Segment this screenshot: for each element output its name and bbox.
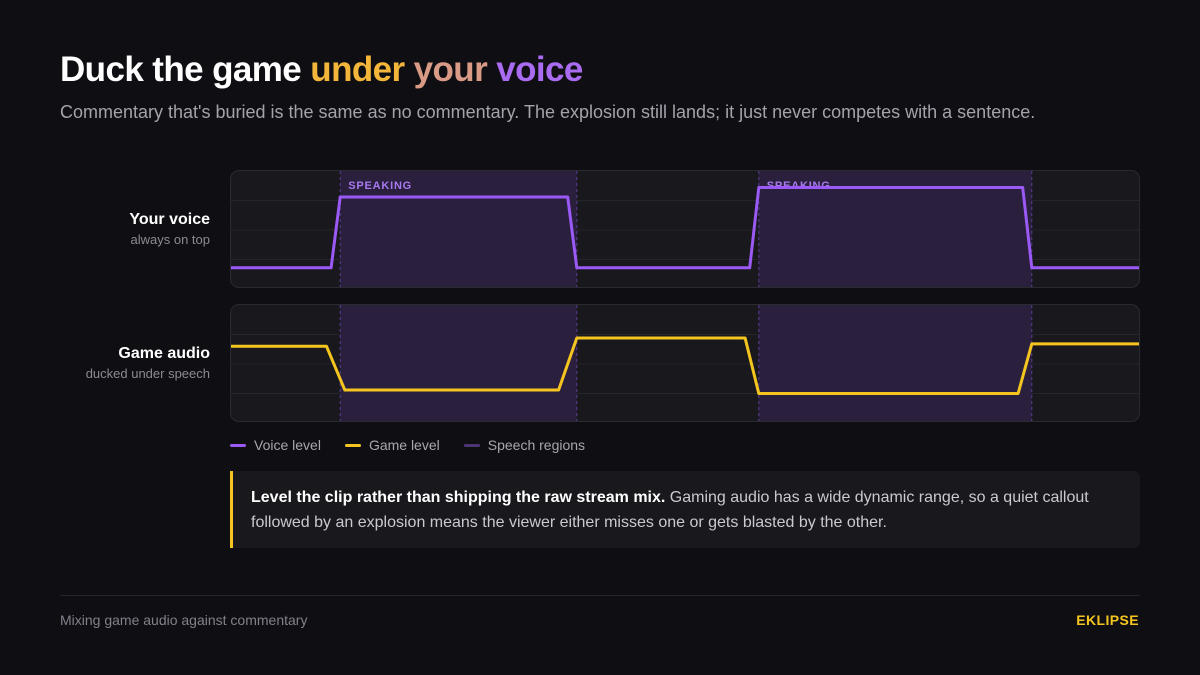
voice-speech-region	[758, 171, 1032, 287]
footer-divider	[60, 595, 1140, 596]
legend-item-regions: Speech regions	[463, 437, 586, 453]
title-word-under: under	[310, 50, 405, 89]
brand-logo: EKLIPSE	[1076, 612, 1139, 628]
legend-regions-label: Speech regions	[487, 437, 586, 453]
title-word-your: your	[413, 50, 488, 89]
voice-row-label: Your voice always on top	[129, 211, 210, 247]
voice-level-line	[231, 186, 1139, 270]
page-title: Duck the game under your voice	[60, 50, 583, 90]
voice-row-name: Your voice	[129, 211, 210, 228]
page-subtitle: Commentary that's buried is the same as …	[60, 102, 1036, 122]
legend-voice-label: Voice level	[254, 437, 321, 453]
callout-box: Level the clip rather than shipping the …	[230, 471, 1140, 548]
game-level-line	[231, 336, 1139, 395]
game-speech-region	[758, 305, 1032, 421]
legend-game-label: Game level	[368, 437, 440, 453]
legend: Voice level Game level Speech regions	[230, 437, 609, 453]
game-chart-panel	[230, 304, 1140, 422]
voice-chart-panel: SPEAKING SPEAKING	[230, 170, 1140, 288]
speaking-label: SPEAKING	[348, 180, 412, 192]
legend-game-swatch	[344, 443, 361, 447]
game-chart	[231, 305, 1139, 421]
legend-regions-swatch	[463, 443, 480, 447]
game-speech-region	[340, 305, 577, 421]
legend-item-voice: Voice level	[230, 437, 321, 453]
footer-caption: Mixing game audio against commentary	[60, 612, 308, 628]
callout-bold: Level the clip rather than shipping the …	[251, 489, 666, 506]
game-row-label: Game audio ducked under speech	[86, 345, 210, 381]
title-main: Duck the game	[60, 50, 302, 89]
voice-row-sub: always on top	[130, 232, 211, 247]
voice-chart: SPEAKING SPEAKING	[231, 171, 1139, 287]
voice-speech-region	[340, 171, 577, 287]
legend-voice-swatch	[230, 443, 246, 447]
callout-text: Gaming audio has a wide dynamic range, s…	[251, 489, 1089, 531]
title-word-voice: voice	[496, 50, 583, 89]
game-row-name: Game audio	[118, 345, 210, 362]
game-row-sub: ducked under speech	[85, 366, 210, 381]
legend-item-game: Game level	[344, 437, 440, 453]
